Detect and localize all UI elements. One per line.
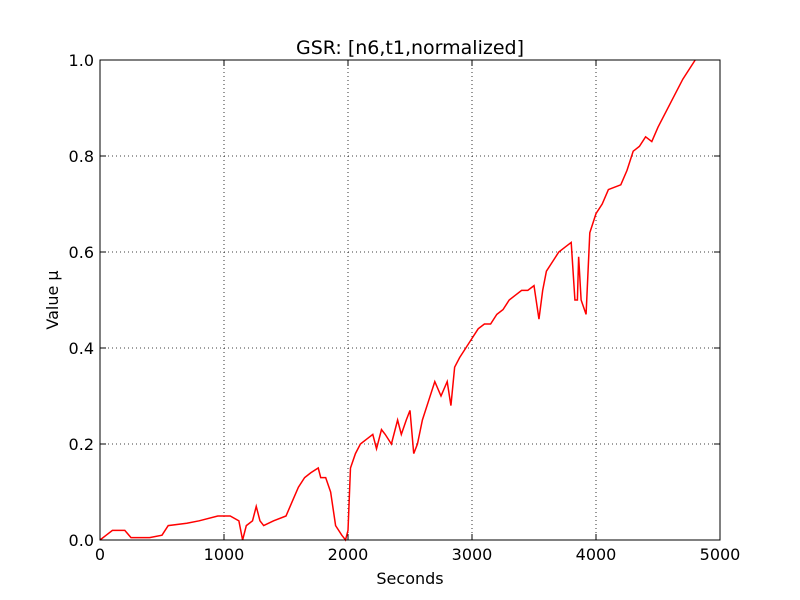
x-axis-label: Seconds	[376, 569, 443, 588]
y-tick-label: 0.2	[69, 435, 94, 454]
y-tick-label: 1.0	[69, 51, 94, 70]
x-tick-label: 0	[95, 545, 105, 564]
x-tick-label: 3000	[452, 545, 493, 564]
x-tick-label: 4000	[576, 545, 617, 564]
y-tick-label: 0.8	[69, 147, 94, 166]
x-tick-label: 5000	[700, 545, 741, 564]
x-tick-label: 2000	[328, 545, 369, 564]
plot-frame	[99, 59, 721, 541]
y-tick-label: 0.4	[69, 339, 94, 358]
y-axis-label: Value µ	[43, 270, 62, 329]
x-tick-label: 1000	[204, 545, 245, 564]
data-line	[99, 59, 696, 542]
chart-title: GSR: [n6,t1,normalized]	[296, 37, 524, 59]
y-tick-label: 0.0	[69, 531, 94, 550]
y-tick-label: 0.6	[69, 243, 94, 262]
